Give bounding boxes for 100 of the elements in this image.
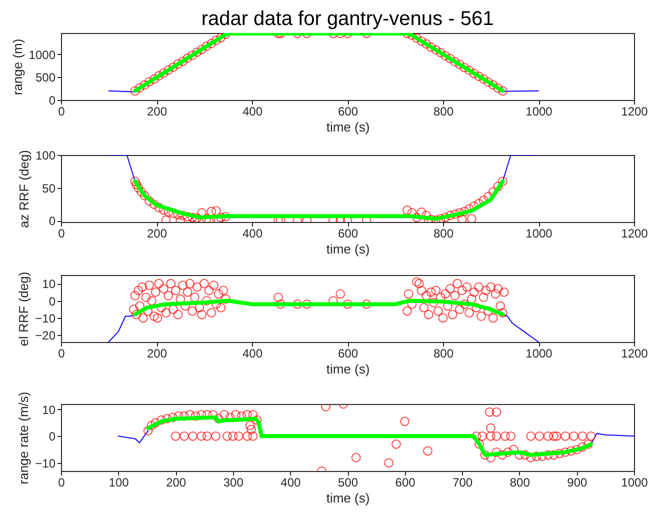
x-tick-label: 100 (108, 476, 130, 490)
point (188, 50, 197, 60)
point (466, 214, 476, 222)
x-axis-title: time (s) (326, 490, 370, 506)
point (130, 176, 140, 186)
x-tick-label: 700 (452, 476, 473, 490)
point (426, 42, 436, 52)
point (158, 68, 168, 78)
point (144, 196, 154, 206)
x-tick-label: 1200 (621, 104, 648, 118)
point (212, 36, 221, 45)
point (192, 47, 202, 57)
y-tick-label: 50 (42, 181, 56, 196)
point (132, 180, 142, 190)
point (136, 187, 146, 196)
point (134, 183, 144, 193)
point (173, 59, 183, 69)
x-tick-label: 600 (338, 226, 358, 240)
x-tick-label: 400 (280, 476, 302, 490)
point (469, 68, 479, 78)
x-tick-label: 800 (510, 476, 530, 490)
y-axis-title: el RRF (deg) (16, 272, 32, 346)
y-axis-title: range (m) (10, 38, 25, 96)
point (140, 80, 150, 90)
point (168, 62, 178, 72)
x-tick-label: 200 (166, 476, 186, 490)
point (216, 33, 226, 42)
x-tick-label: 600 (395, 476, 416, 490)
point (206, 38, 216, 48)
point (445, 54, 455, 64)
x-tick-label: 0 (58, 346, 66, 360)
x-tick-label: 0 (58, 226, 66, 240)
point (206, 206, 216, 216)
point (149, 200, 159, 209)
x-tick-label: 200 (146, 104, 168, 118)
point (431, 45, 441, 55)
y-tick-label: 10 (42, 277, 56, 292)
chart-title: radar data for gantry-venus - 561 (201, 8, 494, 30)
point (154, 71, 164, 81)
x-tick-label: 900 (567, 476, 588, 490)
y-tick-label: −10 (35, 456, 56, 470)
point (484, 78, 494, 87)
y-tick-label: 10 (42, 402, 56, 417)
point (412, 33, 422, 43)
x-tick-label: 600 (338, 346, 358, 360)
y-axis-title: range rate (m/s) (16, 392, 32, 484)
point (416, 207, 426, 217)
point (460, 62, 470, 72)
x-axis-title: time (s) (326, 242, 370, 256)
point (478, 74, 488, 84)
x-tick-label: 1200 (621, 226, 648, 240)
y-tick-label: 500 (35, 70, 56, 85)
point (436, 48, 446, 58)
point (450, 57, 460, 66)
x-axis-title: time (s) (326, 120, 370, 134)
point (164, 65, 174, 75)
y-tick-label: 100 (35, 148, 56, 162)
point (455, 60, 464, 70)
point (493, 83, 503, 93)
point (216, 212, 226, 222)
x-tick-label: 800 (433, 346, 454, 360)
x-tick-label: 1200 (621, 346, 648, 360)
point (402, 206, 412, 215)
y-tick-label: 0 (48, 430, 56, 444)
point (498, 176, 508, 186)
x-tick-label: 400 (242, 346, 263, 360)
y-axis-title: az RRF (deg) (16, 150, 32, 228)
point (212, 206, 221, 216)
x-tick-label: 0 (58, 104, 66, 118)
point (440, 212, 450, 222)
point (188, 212, 197, 222)
point (488, 80, 498, 90)
line-series (133, 298, 505, 317)
x-tick-label: 500 (338, 476, 358, 490)
x-tick-label: 0 (58, 476, 66, 490)
point (498, 86, 508, 96)
y-tick-label: 0 (48, 294, 56, 308)
point (149, 74, 159, 84)
point (182, 53, 192, 63)
x-tick-label: 800 (433, 226, 454, 240)
point (135, 83, 144, 92)
point (457, 214, 467, 222)
line-series (146, 415, 594, 457)
line-series (133, 33, 505, 93)
x-tick-label: 1000 (526, 346, 553, 360)
y-tick-label: 0 (48, 214, 56, 228)
x-axis-title: time (s) (326, 362, 370, 376)
point (140, 191, 150, 200)
point (407, 33, 417, 40)
point (130, 86, 140, 96)
point (182, 212, 192, 222)
point (464, 66, 474, 76)
x-tick-label: 300 (223, 476, 244, 490)
x-tick-label: 1000 (526, 226, 553, 240)
point (493, 182, 503, 192)
x-tick-label: 600 (338, 104, 358, 118)
x-tick-label: 1000 (621, 476, 648, 490)
x-tick-label: 200 (146, 226, 168, 240)
x-tick-label: 800 (433, 104, 454, 118)
x-tick-label: 1000 (526, 104, 553, 118)
